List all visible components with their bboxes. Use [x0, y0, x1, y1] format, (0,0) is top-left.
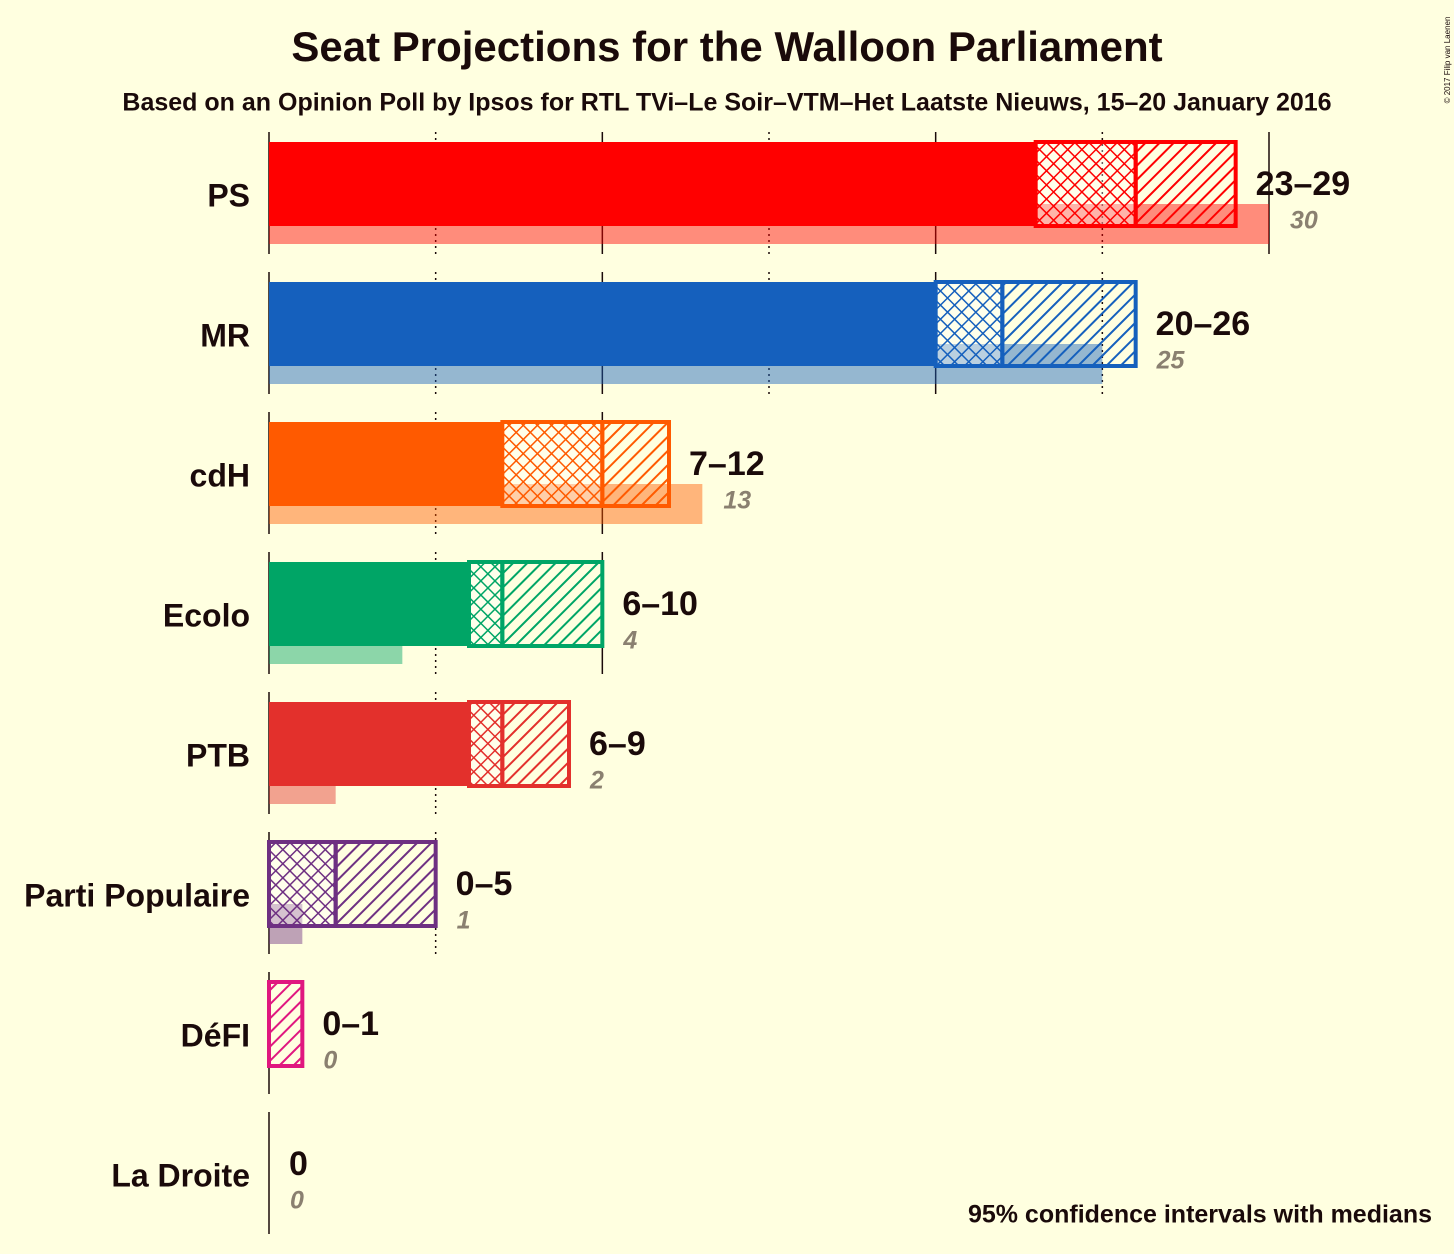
chart-subtitle: Based on an Opinion Poll by Ipsos for RT… — [122, 89, 1331, 117]
category-label: PTB — [186, 737, 250, 773]
bar-hatch — [600, 420, 671, 508]
range-label: 23–29 — [1256, 165, 1351, 203]
bar-solid — [269, 422, 503, 506]
caption: 95% confidence intervals with medians — [968, 1201, 1432, 1229]
bar-hatch — [267, 980, 305, 1068]
bar-solid — [269, 282, 936, 366]
range-label: 0–5 — [456, 865, 513, 903]
category-label: La Droite — [111, 1157, 250, 1193]
bar-crosshatch — [1033, 140, 1138, 228]
bar-crosshatch — [467, 560, 505, 648]
category-label: Parti Populaire — [24, 877, 250, 913]
category-label: DéFI — [181, 1017, 250, 1053]
category-label: PS — [207, 177, 250, 213]
range-label: 7–12 — [689, 445, 765, 483]
bar-hatch — [500, 560, 605, 648]
last-label: 25 — [1156, 347, 1186, 375]
category-label: MR — [200, 317, 250, 353]
last-label: 0 — [290, 1187, 304, 1215]
copyright: © 2017 Filip van Laenen — [1443, 17, 1452, 104]
bar-crosshatch — [933, 280, 1005, 368]
bar-hatch — [1000, 280, 1138, 368]
range-label: 6–10 — [622, 585, 698, 623]
bars — [267, 140, 1238, 1068]
range-label: 6–9 — [589, 725, 646, 763]
range-label: 0–1 — [322, 1005, 379, 1043]
category-label: cdH — [190, 457, 250, 493]
range-label: 0 — [289, 1145, 308, 1183]
range-label: 20–26 — [1156, 305, 1251, 343]
category-label: Ecolo — [163, 597, 250, 633]
last-label: 0 — [323, 1047, 337, 1075]
last-label: 4 — [622, 627, 637, 655]
bar-crosshatch — [267, 840, 338, 928]
bar-hatch — [500, 700, 572, 788]
bar-hatch — [1133, 140, 1238, 228]
last-label: 30 — [1290, 207, 1318, 235]
last-label: 1 — [457, 907, 471, 935]
last-label: 13 — [723, 487, 751, 515]
bar-solid — [269, 562, 469, 646]
chart-title: Seat Projections for the Walloon Parliam… — [291, 23, 1162, 70]
bar-crosshatch — [467, 700, 505, 788]
bar-hatch — [333, 840, 438, 928]
bar-solid — [269, 702, 469, 786]
bar-solid — [269, 142, 1036, 226]
last-label: 2 — [589, 767, 604, 795]
bar-crosshatch — [500, 420, 605, 508]
